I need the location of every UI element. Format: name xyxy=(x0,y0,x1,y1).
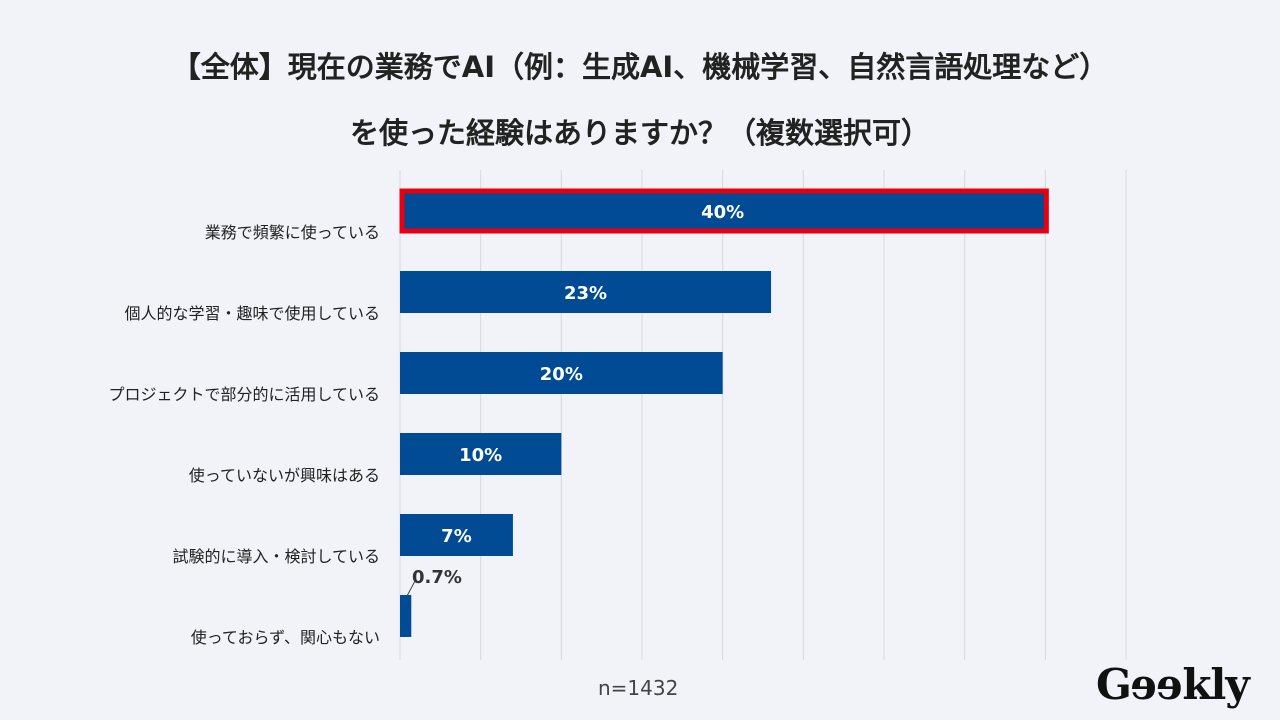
bar xyxy=(400,433,562,475)
data-label: 40% xyxy=(701,202,744,223)
category-label: 試験的に導入・検討している xyxy=(172,547,380,566)
data-label: 0.7% xyxy=(412,567,462,588)
bar xyxy=(400,352,723,394)
geekly-logo: Geekly xyxy=(1096,660,1250,709)
bar xyxy=(400,190,1046,232)
data-label: 23% xyxy=(564,283,607,304)
sample-size-note: n=1432 xyxy=(598,676,679,700)
chart-title: 【全体】現在の業務でAI（例：生成AI、機械学習、自然言語処理など） xyxy=(171,50,1109,84)
bar xyxy=(400,271,772,313)
bar xyxy=(400,595,412,637)
category-label: 個人的な学習・趣味で使用している xyxy=(124,304,380,323)
category-label: 業務で頻繁に使っている xyxy=(205,223,380,242)
chart-subtitle: を使った経験はありますか？（複数選択可） xyxy=(349,116,930,150)
category-label: プロジェクトで部分的に活用している xyxy=(108,385,380,404)
highlight-outline xyxy=(399,188,1049,234)
leader-line xyxy=(406,580,416,597)
category-label: 使っておらず、関心もない xyxy=(191,628,380,647)
data-label: 20% xyxy=(540,364,583,385)
bar xyxy=(400,514,513,556)
data-label: 7% xyxy=(441,526,472,547)
category-label: 使っていないが興味はある xyxy=(189,466,380,485)
data-label: 10% xyxy=(459,445,502,466)
